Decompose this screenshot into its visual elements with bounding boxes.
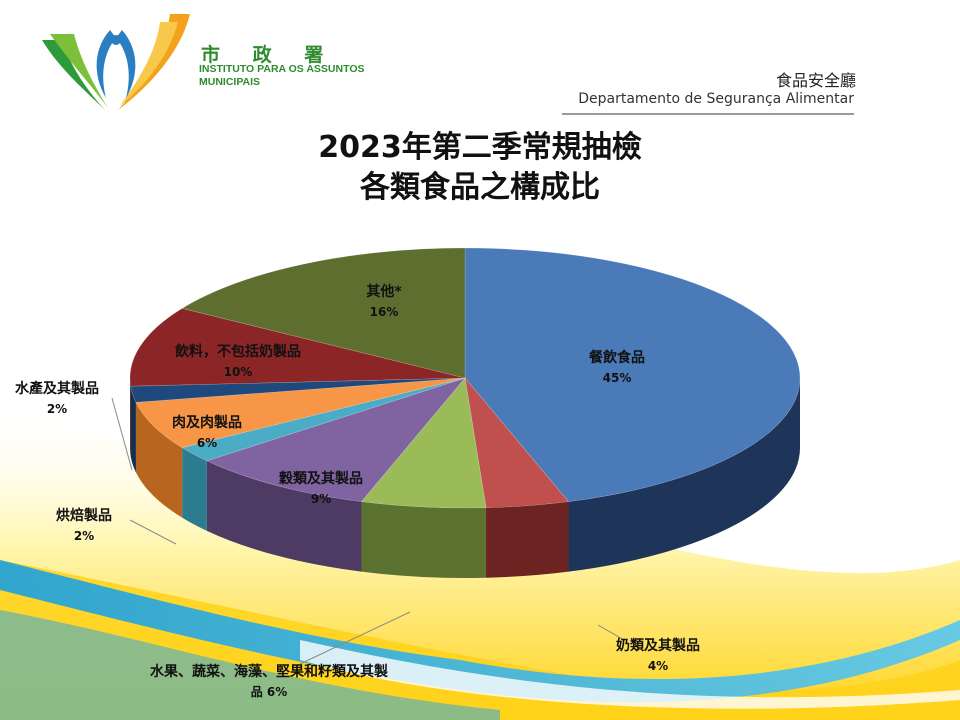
slice-value-2: 品 6% <box>251 685 288 699</box>
slice-label-7: 飲料，不包括奶製品 <box>174 343 301 360</box>
pie-side-7 <box>130 378 131 457</box>
org-name-pt: INSTITUTO PARA OS ASSUNTOS MUNICIPAIS <box>199 63 365 88</box>
pie-slice-2 <box>360 377 487 509</box>
chart-title-block: 2023年第二季常規抽檢 各類食品之構成比 <box>230 128 730 208</box>
pie-slices <box>129 247 801 509</box>
slice-value-1: 4% <box>648 659 668 673</box>
org-name-cn: 市 政 署 <box>201 44 337 66</box>
slice-label-8: 其他* <box>366 283 402 300</box>
slice-value-0: 45% <box>603 371 632 385</box>
pie-slice-4 <box>181 377 466 462</box>
pie-slice-1 <box>464 376 570 509</box>
leader-line-2 <box>299 611 411 665</box>
pie-side-2 <box>361 501 487 578</box>
slice-value-4: 2% <box>74 529 94 543</box>
pie-slice-0 <box>464 247 801 502</box>
municipal-logo-icon <box>42 14 190 110</box>
slice-value-6: 2% <box>47 402 67 416</box>
pie-side-1 <box>486 501 569 578</box>
pie-slice-7 <box>129 308 466 387</box>
chart-title: 2023年第二季常規抽檢 <box>318 130 642 165</box>
pie-side-5 <box>135 402 183 518</box>
header-bar: 市 政 署 INSTITUTO PARA OS ASSUNTOS MUNICIP… <box>0 0 960 122</box>
header-divider <box>562 113 854 115</box>
slice-value-8: 16% <box>370 305 399 319</box>
leader-line-6 <box>111 397 133 471</box>
slice-label-0: 餐飲食品 <box>588 349 645 366</box>
pie-sides <box>130 378 800 578</box>
slice-label-2: 水果、蔬菜、海藻、堅果和籽類及其製 <box>150 663 388 680</box>
pie-slice-3 <box>206 377 466 502</box>
leader-line-1 <box>597 624 625 641</box>
slice-label-3: 穀類及其製品 <box>279 470 363 487</box>
pie-side-0 <box>568 378 800 572</box>
slice-label-5: 肉及肉製品 <box>172 414 242 431</box>
slice-label-6: 水產及其製品 <box>15 380 99 397</box>
leader-lines <box>111 397 625 665</box>
slice-label-4: 烘焙製品 <box>56 507 112 524</box>
pie-slice-6 <box>130 377 466 403</box>
slice-value-3: 9% <box>311 492 331 506</box>
pie-slice-8 <box>181 247 466 379</box>
pie-side-6 <box>130 386 136 473</box>
department-name-pt: Departamento de Segurança Alimentar <box>578 91 854 107</box>
slice-value-5: 6% <box>197 436 217 450</box>
slice-value-7: 10% <box>224 365 253 379</box>
chart-subtitle: 各類食品之構成比 <box>360 170 600 205</box>
pie-side-3 <box>206 460 362 572</box>
department-name-cn: 食品安全廳 <box>775 71 856 90</box>
pie-slice-5 <box>135 377 466 448</box>
slice-label-1: 奶類及其製品 <box>616 637 700 654</box>
pie-side-4 <box>182 447 207 531</box>
leader-line-4 <box>129 519 177 545</box>
